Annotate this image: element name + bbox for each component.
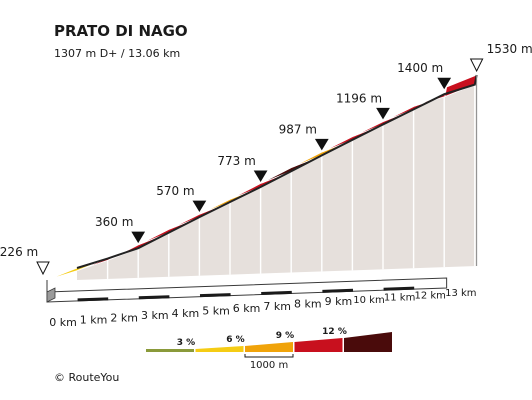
elevation-label: 987 m — [279, 122, 317, 136]
elevation-marker — [36, 261, 50, 276]
elevation-marker — [314, 138, 329, 151]
elevation-marker — [253, 170, 268, 183]
base-left-side — [46, 287, 56, 303]
legend-swatch — [146, 349, 194, 352]
elevation-label: 773 m — [217, 154, 255, 168]
base-km-dash — [383, 286, 415, 291]
elevation-label: 1530 m — [487, 42, 532, 56]
elevation-label: 226 m — [0, 245, 38, 259]
x-tick-label: 1 km — [80, 314, 108, 327]
legend-label: 9 % — [276, 331, 294, 341]
legend-scale-label: 1000 m — [250, 360, 288, 371]
x-tick-label: 4 km — [172, 307, 200, 320]
legend-label: 6 % — [226, 335, 244, 345]
profile-top-edge — [76, 74, 478, 269]
elevation-label: 1196 m — [336, 91, 382, 105]
x-tick-label: 5 km — [202, 304, 230, 317]
elevation-label: 360 m — [95, 215, 133, 229]
chart-subtitle: 1307 m D+ / 13.06 km — [54, 47, 181, 60]
legend-swatch — [344, 332, 392, 352]
legend-label: 12 % — [322, 327, 347, 337]
x-tick-label: 7 km — [263, 300, 291, 313]
elevation-marker — [192, 200, 207, 213]
base-km-dash — [322, 288, 354, 293]
elevation-label: 1400 m — [397, 61, 443, 75]
base-km-dash — [261, 290, 292, 295]
legend-scale-bracket — [244, 354, 294, 358]
x-tick-label: 0 km — [49, 316, 77, 329]
elevation-label: 570 m — [156, 184, 194, 198]
base-km-dash — [77, 297, 109, 302]
legend-swatch — [294, 338, 343, 352]
copyright-text: © RouteYou — [54, 371, 120, 384]
x-tick-label: 13 km — [445, 288, 476, 299]
x-tick-label: 9 km — [325, 295, 353, 308]
base-km-dash — [199, 293, 231, 298]
elevation-marker — [469, 58, 484, 73]
x-tick-label: 3 km — [141, 309, 169, 322]
elevation-marker — [376, 107, 390, 120]
legend-label: 3 % — [177, 338, 195, 348]
x-tick-label: 6 km — [233, 302, 261, 315]
x-tick-label: 10 km — [353, 295, 384, 306]
base-km-dash — [138, 295, 170, 300]
x-tick-label: 8 km — [294, 298, 322, 311]
legend-swatch — [195, 346, 244, 352]
elevation-marker — [437, 77, 452, 90]
chart-title: PRATO DI NAGO — [54, 22, 188, 40]
x-tick-label: 11 km — [384, 293, 415, 304]
x-tick-label: 2 km — [110, 311, 138, 324]
x-tick-label: 12 km — [414, 290, 445, 301]
elevation-marker — [131, 231, 146, 244]
legend-swatch — [245, 342, 293, 352]
